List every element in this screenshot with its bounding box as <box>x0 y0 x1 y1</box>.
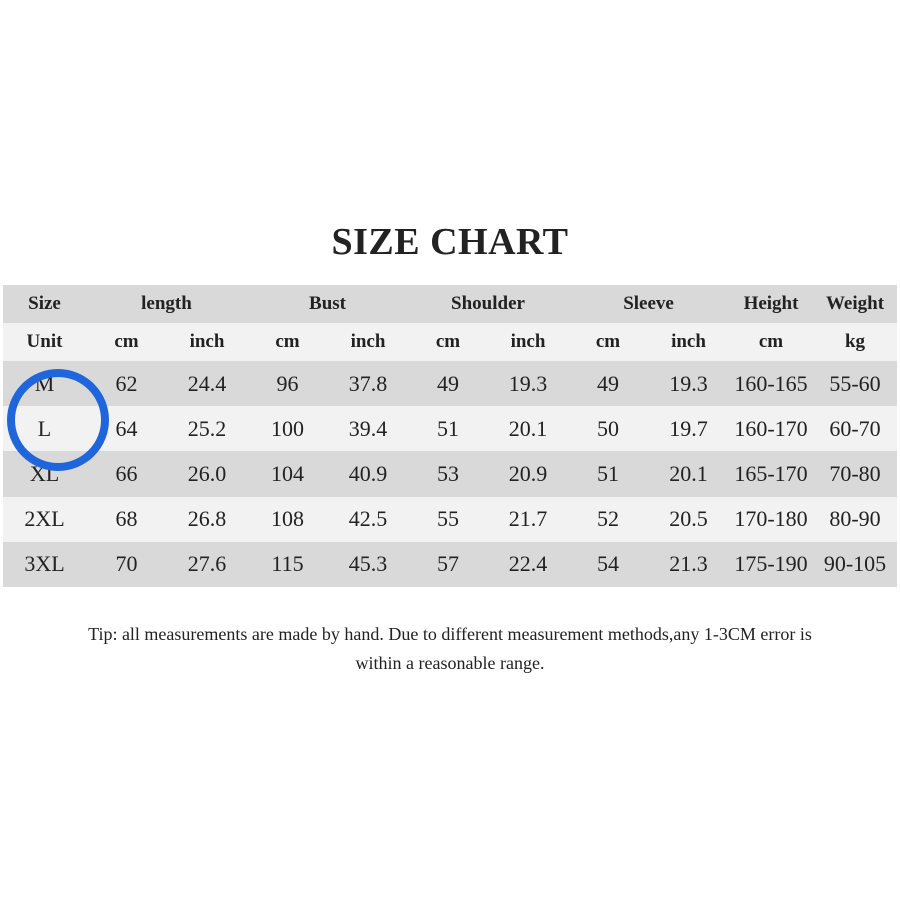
unit-cell: cm <box>114 331 139 352</box>
table-cell: 49 <box>597 370 620 396</box>
unit-cell: cm <box>595 331 621 352</box>
table-cell: 19.3 <box>669 370 708 396</box>
table-cell: 160-170 <box>734 415 808 441</box>
table-row: XL 66 26.0 104 40.9 53 20.9 51 20.1 165-170 70-80 <box>3 451 898 497</box>
table-cell: 24.4 <box>187 370 227 396</box>
table-cell: 175-190 <box>734 551 808 577</box>
tip-note: Tip: all measurements are made by hand. … <box>0 620 900 678</box>
table-cell: 115 <box>271 551 304 577</box>
unit-cell: inch <box>189 331 225 352</box>
table-row: L 64 25.2 100 39.4 51 20.1 50 19.7 160-170 60-70 <box>3 406 898 452</box>
header-size: Size <box>28 293 61 314</box>
table-cell: 165-170 <box>734 460 808 486</box>
table-row: 3XL 70 27.6 115 45.3 57 22.4 54 21.3 175-190 90-10… <box>3 541 898 587</box>
table-cell: 60-70 <box>829 415 881 441</box>
unit-cell: inch <box>350 331 386 352</box>
table-cell: 22.4 <box>508 551 548 577</box>
table-cell: 54 <box>597 551 620 577</box>
table-cell: 55-60 <box>829 370 881 396</box>
table-cell: 70-80 <box>829 460 881 486</box>
unit-cell: kg <box>844 331 866 352</box>
size-chart-table: Size length Bust Shoulder Sleeve Height … <box>3 285 898 587</box>
table-row: M 62 24.4 96 37.8 49 19.3 49 19.3 160-165 55-60 <box>3 361 898 407</box>
table-cell: 20.1 <box>669 460 708 486</box>
header-height: Height <box>743 293 799 314</box>
unit-cell: inch <box>671 331 706 352</box>
table-cell: 50 <box>597 415 620 441</box>
table-cell: 66 <box>115 460 138 486</box>
table-cell: 53 <box>437 460 459 486</box>
table-cell: 62 <box>115 370 138 396</box>
table-cell: 70 <box>115 551 138 577</box>
table-cell: 100 <box>271 415 304 441</box>
size-label: 3XL <box>24 551 65 577</box>
table-cell: 55 <box>437 506 459 532</box>
header-shoulder: Shoulder <box>451 293 525 314</box>
table-cell: 57 <box>437 551 459 577</box>
table-cell: 68 <box>115 506 138 532</box>
table-cell: 108 <box>271 506 304 532</box>
table-cell: 104 <box>271 460 304 486</box>
table-cell: 80-90 <box>829 506 881 532</box>
table-cell: 42.5 <box>348 506 388 532</box>
table-row: 2XL 68 26.8 108 42.5 55 21.7 52 20.5 170-180 80-90 <box>3 496 898 542</box>
table-cell: 51 <box>597 460 620 486</box>
table-cell: 39.4 <box>348 415 388 441</box>
table-cell: 19.7 <box>669 415 708 441</box>
table-cell: 21.3 <box>669 551 708 577</box>
header-sleeve: Sleeve <box>623 293 674 314</box>
table-cell: 21.7 <box>508 506 548 532</box>
table-cell: 90-105 <box>823 551 887 577</box>
table-cell: 20.1 <box>508 415 548 441</box>
tip-line-1: Tip: all measurements are made by hand. … <box>88 624 812 644</box>
unit-cell: inch <box>510 331 546 352</box>
table-cell: 49 <box>437 370 459 396</box>
table-cell: 40.9 <box>348 460 388 486</box>
page-title: SIZE CHART <box>331 221 569 263</box>
highlight-circle <box>7 369 109 471</box>
table-cell: 45.3 <box>348 551 388 577</box>
table-cell: 26.0 <box>187 460 227 486</box>
table-cell: 27.6 <box>187 551 227 577</box>
table-cell: 37.8 <box>348 370 388 396</box>
table-cell: 26.8 <box>187 506 227 532</box>
unit-cell: cm <box>758 331 784 352</box>
unit-cell: Unit <box>26 331 63 352</box>
table-cell: 64 <box>115 415 138 441</box>
table-cell: 160-165 <box>734 370 808 396</box>
header-weight: Weight <box>825 293 885 314</box>
tip-line-2: within a reasonable range. <box>355 653 545 673</box>
header-row-measure: Size length Bust Shoulder Sleeve Height … <box>3 285 898 323</box>
header-row-unit: Unit cm inch cm inch cm inch cm inch cm kg <box>3 323 898 361</box>
table-cell: 170-180 <box>734 506 808 532</box>
header-bust: Bust <box>309 293 346 314</box>
table-cell: 20.5 <box>669 506 708 532</box>
table-cell: 51 <box>437 415 459 441</box>
unit-cell: cm <box>435 331 461 352</box>
unit-cell: cm <box>275 331 300 352</box>
header-length: length <box>141 293 192 314</box>
table-cell: 20.9 <box>508 460 548 486</box>
table-cell: 19.3 <box>508 370 548 396</box>
table-cell: 96 <box>276 370 299 396</box>
table-cell: 25.2 <box>187 415 227 441</box>
table-cell: 52 <box>597 506 620 532</box>
size-label: 2XL <box>24 506 65 532</box>
